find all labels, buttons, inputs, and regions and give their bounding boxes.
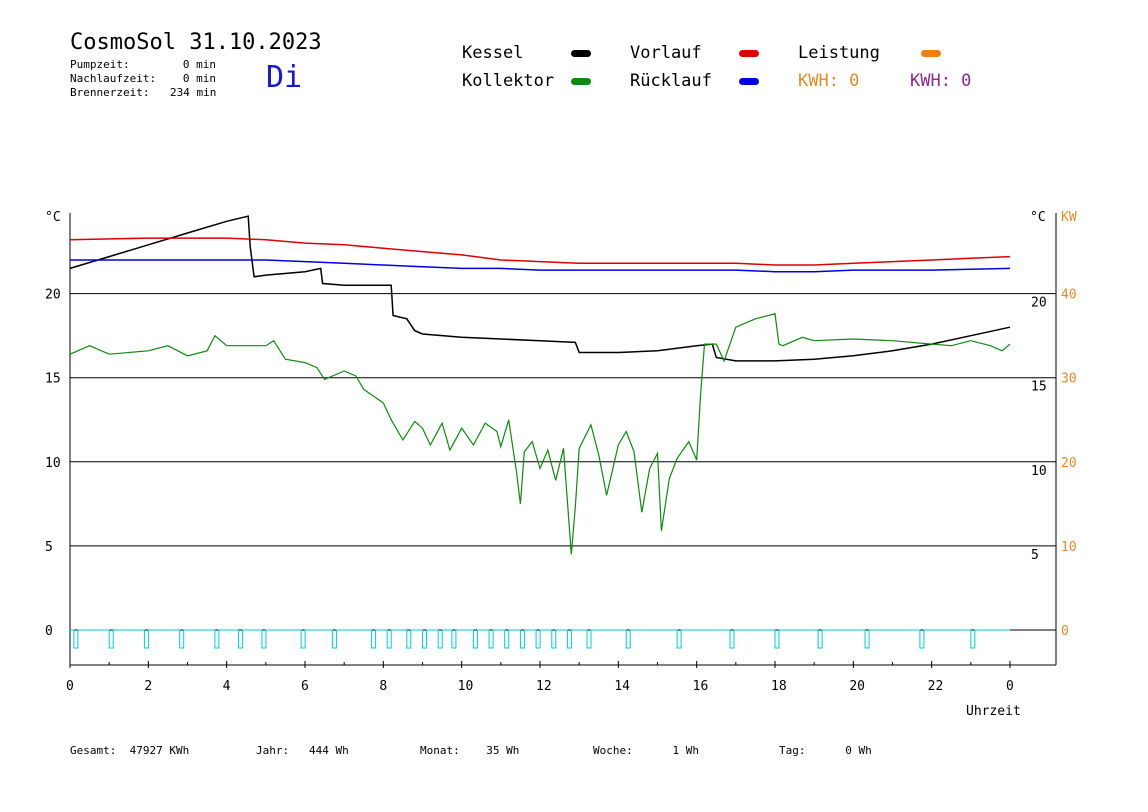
- kw-tick-label: 40: [1061, 288, 1077, 303]
- footer-label: Gesamt:: [70, 744, 117, 757]
- kw-tick-label: 10: [1061, 540, 1077, 555]
- footer-gesamt: Gesamt: 47927 KWh: [70, 744, 189, 757]
- x-tick-label: 18: [771, 679, 787, 694]
- legend-label-vorlauf: Vorlauf: [630, 43, 702, 63]
- y-tick-label-right: 20: [1031, 296, 1047, 311]
- axis-layer: [69, 213, 1057, 668]
- legend-label-kessel: Kessel: [462, 43, 524, 63]
- x-tick-label: 20: [849, 679, 865, 694]
- stat-label: Brennerzeit:: [70, 86, 150, 99]
- footer-value: 444 Wh: [309, 744, 349, 757]
- y-tick-label-right: 15: [1031, 380, 1047, 395]
- legend-swatch-kollektor: [571, 78, 591, 85]
- y-tick-label-left: 0: [45, 624, 53, 639]
- kw-tick-label: 20: [1061, 456, 1077, 471]
- y-tick-label-left: 5: [45, 540, 53, 555]
- series-brenner-pulses: [70, 629, 1010, 649]
- x-tick-label: 8: [379, 679, 387, 694]
- stat-row-brennerzeit: Brennerzeit: 234 min: [70, 86, 216, 99]
- footer-value: 35 Wh: [486, 744, 520, 757]
- stat-value: 0 min: [182, 58, 216, 71]
- series-ruecklauf: [70, 259, 1011, 273]
- series-vorlauf: [69, 237, 1011, 266]
- x-tick-label: 12: [536, 679, 552, 694]
- x-tick-label: 0: [1006, 679, 1014, 694]
- x-tick-label: 10: [458, 679, 474, 694]
- y-tick-label-left: 20: [45, 288, 61, 303]
- unit-label-left: °C: [45, 210, 61, 225]
- stat-row-nachlaufzeit: Nachlaufzeit: 0 min: [70, 72, 216, 85]
- weekday-label: Di: [266, 60, 303, 95]
- x-axis-label: Uhrzeit: [966, 704, 1021, 719]
- y-tick-label-right: 5: [1031, 548, 1039, 563]
- footer-value: 47927 KWh: [129, 744, 190, 757]
- legend-swatch-leistung: [921, 50, 941, 57]
- y-tick-label-left: 15: [45, 372, 61, 387]
- legend-label-ruecklauf: Rücklauf: [630, 71, 712, 91]
- x-tick-label: 14: [614, 679, 630, 694]
- footer-value: 0 Wh: [845, 744, 872, 757]
- kw-tick-label: 0: [1061, 624, 1069, 639]
- kwh-label-leistung: KWH: 0: [798, 71, 860, 91]
- footer-label: Tag:: [779, 744, 806, 757]
- footer-tag: Tag: 0 Wh: [779, 744, 872, 757]
- series-kollektor: [69, 313, 1011, 555]
- x-tick-label: 16: [693, 679, 709, 694]
- stat-value: 0 min: [182, 72, 216, 85]
- y-tick-label-right: 10: [1031, 464, 1047, 479]
- kwh-label-second: KWH: 0: [910, 71, 972, 91]
- footer-label: Woche:: [593, 744, 633, 757]
- legend-swatch-vorlauf: [739, 50, 759, 57]
- footer-label: Monat:: [420, 744, 460, 757]
- footer-woche: Woche: 1 Wh: [593, 744, 699, 757]
- x-tick-label: 2: [144, 679, 152, 694]
- unit-label-kw: KW: [1061, 210, 1077, 225]
- unit-label-right: °C: [1030, 210, 1046, 225]
- x-tick-label: 0: [66, 679, 74, 694]
- y-tick-label-left: 10: [45, 456, 61, 471]
- footer-label: Jahr:: [256, 744, 290, 757]
- footer-jahr: Jahr: 444 Wh: [256, 744, 349, 757]
- label-layer: 0 5 10 15 20 5 10 15 20 0 10 20 30 40 °C °C KW 0 2 4 6 8 10 12 1…: [45, 210, 1077, 719]
- stat-value: 234 min: [170, 86, 217, 99]
- footer-value: 1 Wh: [672, 744, 700, 757]
- stat-label: Nachlaufzeit:: [70, 72, 157, 85]
- stat-row-pumpzeit: Pumpzeit: 0 min: [70, 58, 216, 71]
- series-kessel: [69, 215, 1011, 362]
- legend-label-leistung: Leistung: [798, 43, 880, 63]
- footer-monat: Monat: 35 Wh: [420, 744, 519, 757]
- stat-label: Pumpzeit:: [70, 58, 130, 71]
- legend-swatch-kessel: [571, 50, 591, 57]
- legend-swatch-ruecklauf: [739, 78, 759, 85]
- x-tick-label: 4: [223, 679, 231, 694]
- x-tick-label: 6: [301, 679, 309, 694]
- legend-label-kollektor: Kollektor: [462, 71, 555, 91]
- series-layer: [69, 215, 1011, 649]
- kw-tick-label: 30: [1061, 372, 1077, 387]
- grid-layer: [70, 293, 1056, 631]
- page-title: CosmoSol 31.10.2023: [70, 30, 322, 55]
- x-tick-label: 22: [928, 679, 944, 694]
